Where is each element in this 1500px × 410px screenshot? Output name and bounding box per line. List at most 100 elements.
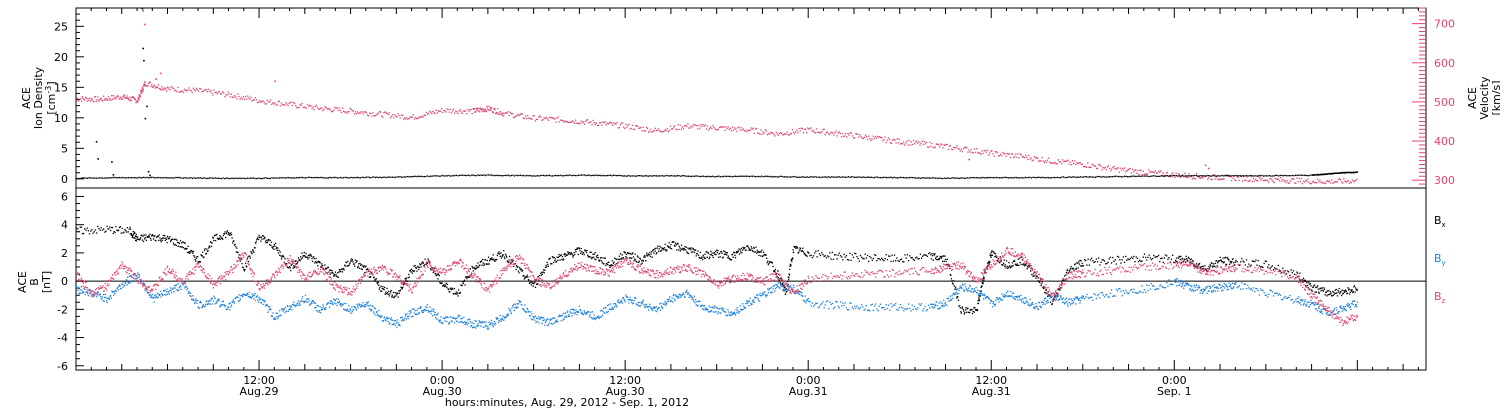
bx-point (151, 234, 153, 236)
bx-point (983, 276, 985, 278)
by-point (301, 297, 303, 300)
density-point (1224, 175, 1226, 177)
bx-point (472, 270, 474, 272)
by-point (475, 327, 477, 329)
bx-point (654, 250, 656, 252)
bx-point (702, 258, 704, 261)
velocity-point (142, 88, 144, 90)
bx-point (293, 266, 295, 269)
bx-point (676, 242, 679, 244)
by-point (484, 324, 487, 326)
bx-point (526, 274, 528, 276)
velocity-point (196, 89, 199, 91)
bx-point (964, 309, 967, 311)
bx-point (187, 245, 189, 247)
bx-point (712, 255, 714, 257)
bx-point (1288, 271, 1290, 273)
bx-point (436, 274, 438, 276)
bx-point (849, 252, 851, 254)
velocity-point (1049, 161, 1051, 163)
velocity-point (508, 114, 510, 117)
velocity-point (555, 121, 557, 123)
bx-point (555, 260, 558, 263)
bx-point (714, 253, 716, 256)
density-point (153, 177, 156, 179)
velocity-point (380, 111, 382, 113)
velocity-point (394, 114, 396, 116)
velocity-point (665, 129, 667, 132)
density-point (1288, 175, 1290, 177)
density-point (962, 177, 964, 179)
bx-point (1163, 257, 1165, 259)
by-point (286, 305, 288, 307)
bx-point (695, 249, 697, 251)
density-point (1088, 176, 1091, 178)
bx-point (1005, 267, 1007, 269)
density-point (1000, 177, 1002, 179)
density-point (1055, 177, 1057, 179)
velocity-point (1338, 178, 1341, 180)
bx-point (578, 247, 580, 249)
bx-point (1135, 256, 1137, 258)
velocity-point (133, 97, 135, 99)
velocity-point (688, 127, 690, 129)
velocity-point (992, 153, 994, 155)
bx-point (1223, 261, 1225, 263)
velocity-point (808, 128, 810, 130)
bx-point (571, 254, 574, 256)
velocity-point (978, 151, 980, 154)
bx-point (531, 282, 534, 284)
bx-point (218, 238, 220, 240)
velocity-point (147, 85, 149, 87)
velocity-point (206, 91, 209, 93)
bx-point (331, 271, 334, 273)
density-point (243, 177, 246, 180)
bx-point (1068, 270, 1070, 272)
velocity-point (301, 102, 303, 105)
density-point (1278, 175, 1280, 177)
bx-point (479, 264, 481, 266)
bx-point (386, 287, 388, 289)
velocity-point (251, 100, 253, 102)
density-point (526, 174, 528, 177)
bx-point (444, 284, 446, 286)
by-point (178, 287, 180, 289)
velocity-point (644, 130, 647, 132)
bx-point (1346, 292, 1349, 294)
bx-point (532, 285, 534, 287)
bx-point (407, 277, 409, 279)
velocity-point (639, 127, 641, 129)
bx-point (989, 261, 991, 263)
bx-point (1047, 295, 1049, 297)
by-point (355, 309, 358, 311)
velocity-point (107, 99, 109, 101)
bx-point (298, 259, 301, 261)
bx-point (243, 270, 246, 272)
density-point (771, 176, 773, 178)
bx-point (174, 243, 176, 246)
bx-point (808, 252, 810, 254)
by-point (273, 318, 275, 320)
density-point (1023, 177, 1025, 179)
bx-point (489, 258, 491, 260)
velocity-point (475, 107, 478, 109)
bx-point (1078, 263, 1080, 265)
density-point (764, 175, 766, 178)
bx-point (873, 254, 876, 256)
velocity-point (232, 96, 235, 98)
bx-point (795, 247, 797, 250)
density-point (908, 176, 911, 179)
velocity-point (1095, 167, 1098, 170)
velocity-point (461, 112, 463, 115)
bx-point (1271, 265, 1273, 267)
field-axis-title-line3: [nT] (40, 271, 53, 293)
density-point (934, 177, 937, 179)
bx-point (543, 269, 545, 271)
density-point (724, 175, 726, 177)
by-point (320, 312, 322, 314)
bx-point (178, 242, 180, 245)
bx-point (203, 256, 205, 258)
bx-point (663, 247, 666, 249)
bx-point (1353, 285, 1356, 287)
velocity-point (1088, 166, 1090, 168)
